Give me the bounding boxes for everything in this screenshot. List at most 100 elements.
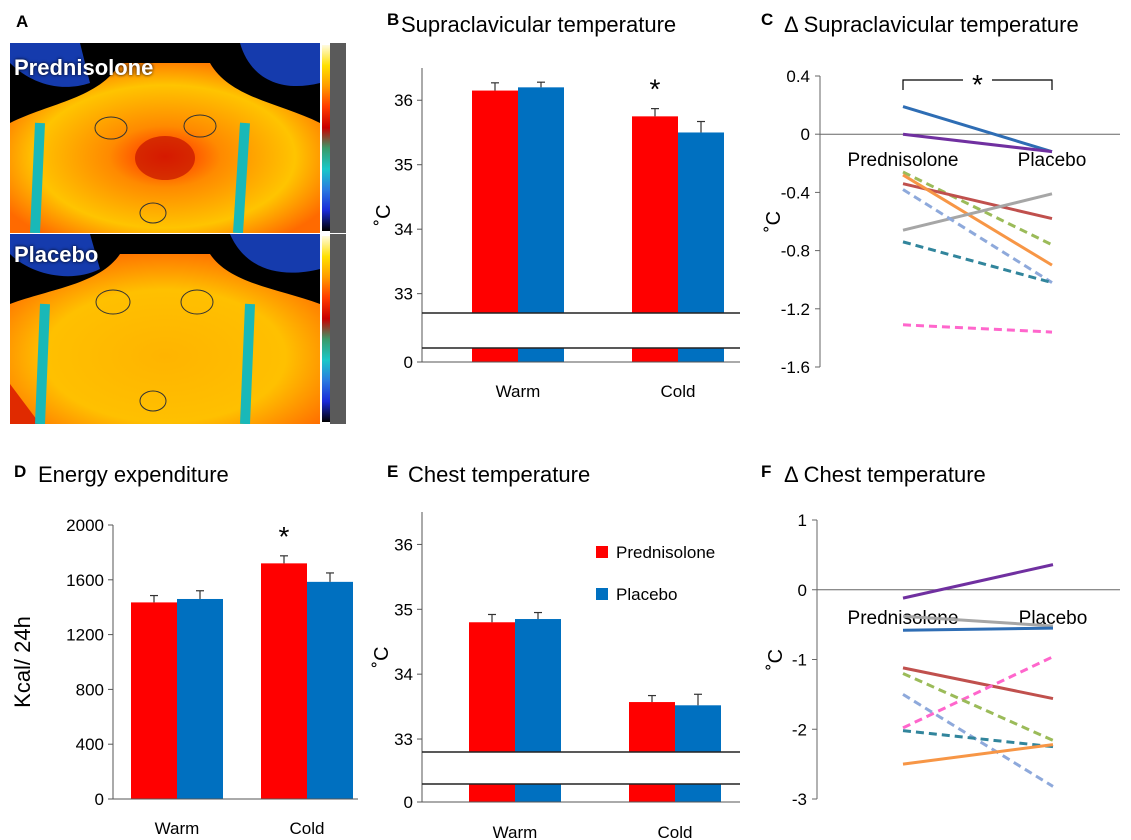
- y-tick-label-zero: 0: [404, 793, 413, 812]
- y-tick-label: -2: [792, 720, 807, 739]
- y-tick-label: 0.4: [786, 67, 810, 86]
- x-tick-label-warm: Warm: [155, 819, 200, 838]
- thermal-label-prednisolone: Prednisolone: [14, 55, 154, 80]
- chart-e: ˚C 33 34 35 36 Warm Cold 0 Prednisolone Placebo: [371, 512, 740, 840]
- bar-stub-placebo-cold: [675, 784, 721, 802]
- bar-stub-placebo-warm: [515, 784, 561, 802]
- y-tick-label: 36: [394, 535, 413, 554]
- series-line-3: [902, 626, 1054, 632]
- bar-placebo-cold: [675, 705, 721, 752]
- y-tick-label: 34: [394, 220, 413, 239]
- series-line-6: [902, 192, 1053, 232]
- bar-prednisolone-cold: [632, 116, 678, 314]
- x-tick-label-cold: Cold: [661, 382, 696, 401]
- chart-d: Kcal/ 24h 0 400 800 1200 1600 2000 Warm Cold *: [10, 516, 358, 838]
- color-scale-bar: [322, 45, 330, 231]
- series-line-1: [902, 105, 1053, 154]
- y-tick-label: 800: [76, 680, 104, 699]
- series-line-7: [902, 693, 1054, 788]
- panel-letter-d: D: [14, 462, 27, 481]
- y-tick-label: -0.4: [781, 183, 810, 202]
- bar-prednisolone-warm: [469, 622, 515, 752]
- y-axis-label: ˚C: [763, 211, 785, 232]
- panel-letter-e: E: [387, 462, 399, 481]
- series-line-9: [902, 743, 1054, 766]
- bar-prednisolone-cold: [629, 702, 675, 752]
- bar-placebo-warm: [515, 619, 561, 752]
- series-line-4: [902, 666, 1054, 701]
- panel-letter-c: C: [761, 10, 774, 29]
- chart-c-title: Δ Supraclavicular temperature: [784, 12, 1079, 37]
- bar-stub-prednisolone-warm: [472, 348, 518, 362]
- y-tick-label-zero: 0: [404, 353, 413, 372]
- bar-placebo-cold: [678, 132, 724, 313]
- chart-b-title: Supraclavicular temperature: [401, 12, 677, 37]
- y-tick-label: -1.6: [781, 358, 810, 377]
- chart-f-title: Δ Chest temperature: [784, 462, 986, 487]
- thermal-label-placebo: Placebo: [14, 242, 99, 267]
- y-tick-label: 0: [95, 790, 104, 809]
- significance-asterisk: *: [650, 74, 661, 105]
- bar-stub-placebo-warm: [518, 348, 564, 362]
- significance-asterisk: *: [279, 521, 290, 552]
- series-line-2: [902, 614, 1054, 628]
- y-tick-label: 34: [394, 665, 413, 684]
- x-tick-label-warm: Warm: [496, 382, 541, 401]
- bar-stub-placebo-cold: [678, 348, 724, 362]
- legend-label-prednisolone: Prednisolone: [616, 543, 715, 562]
- bar-prednisolone-cold: [261, 563, 307, 799]
- color-scale-bar: [322, 236, 330, 422]
- series-line-7: [902, 188, 1053, 284]
- y-axis-label: ˚C: [765, 649, 787, 670]
- x-tick-label-warm: Warm: [493, 823, 538, 840]
- y-tick-label: 33: [394, 730, 413, 749]
- panel-letter-a: A: [16, 12, 29, 31]
- chart-c: ˚C 0.4 0 -0.4 -0.8 -1.2 -1.6 Prednisolone Placeb…: [763, 67, 1120, 377]
- series-line-9: [902, 323, 1053, 334]
- y-tick-label: 0: [801, 125, 810, 144]
- bar-placebo-warm: [177, 598, 223, 799]
- y-tick-label: -1.2: [781, 300, 810, 319]
- y-axis-label: ˚C: [371, 646, 393, 667]
- series-line-1: [902, 563, 1054, 600]
- y-tick-label: -3: [792, 790, 807, 809]
- panel-a: A Prednisolone: [0, 0, 360, 430]
- panel-letter-f: F: [761, 462, 772, 481]
- bar-stub-prednisolone-cold: [629, 784, 675, 802]
- legend-swatch-prednisolone: [596, 546, 608, 558]
- y-tick-label: -1: [792, 651, 807, 670]
- series-line-8: [902, 729, 1054, 749]
- bar-placebo-warm: [518, 87, 564, 313]
- chart-d-title: Energy expenditure: [38, 462, 229, 487]
- y-tick-label: 400: [76, 735, 104, 754]
- legend-swatch-placebo: [596, 588, 608, 600]
- thermal-image-prednisolone: Prednisolone: [10, 43, 346, 233]
- x-category-label-prednisolone: Prednisolone: [848, 608, 959, 629]
- x-category-label-placebo: Placebo: [1018, 150, 1087, 171]
- color-scale-ticks: [330, 43, 346, 233]
- y-tick-label: -0.8: [781, 242, 810, 261]
- x-tick-label-cold: Cold: [658, 823, 693, 840]
- y-tick-label: 1: [798, 511, 807, 530]
- bar-stub-prednisolone-warm: [469, 784, 515, 802]
- y-tick-label: 36: [394, 91, 413, 110]
- legend-label-placebo: Placebo: [616, 585, 677, 604]
- series-line-6: [902, 672, 1054, 742]
- significance-bracket: [902, 79, 963, 90]
- x-tick-label-cold: Cold: [290, 819, 325, 838]
- bar-stub-prednisolone-cold: [632, 348, 678, 362]
- y-axis-label: ˚C: [373, 204, 395, 225]
- bar-prednisolone-warm: [472, 90, 518, 313]
- y-tick-label: 33: [394, 285, 413, 304]
- x-category-label-prednisolone: Prednisolone: [848, 150, 959, 171]
- series-line-3: [902, 170, 1053, 247]
- series-line-2: [902, 132, 1053, 154]
- significance-asterisk: *: [972, 69, 983, 100]
- thermal-image-placebo: Placebo: [10, 234, 346, 424]
- color-scale-ticks: [330, 234, 346, 424]
- series-line-8: [902, 240, 1053, 285]
- series-line-5: [902, 173, 1053, 267]
- chart-b: ˚C 33 34 35 36 Warm Cold 0 *: [373, 68, 740, 401]
- chart-e-title: Chest temperature: [408, 462, 591, 487]
